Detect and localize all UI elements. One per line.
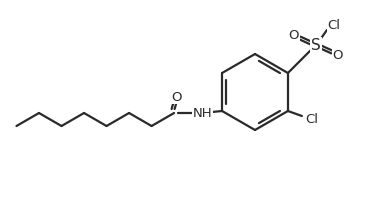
Text: O: O [289,29,299,42]
Text: O: O [171,90,181,103]
Text: Cl: Cl [328,18,340,31]
Text: NH: NH [192,106,212,119]
Text: Cl: Cl [305,112,318,125]
Text: O: O [333,48,343,62]
Text: S: S [311,37,321,53]
